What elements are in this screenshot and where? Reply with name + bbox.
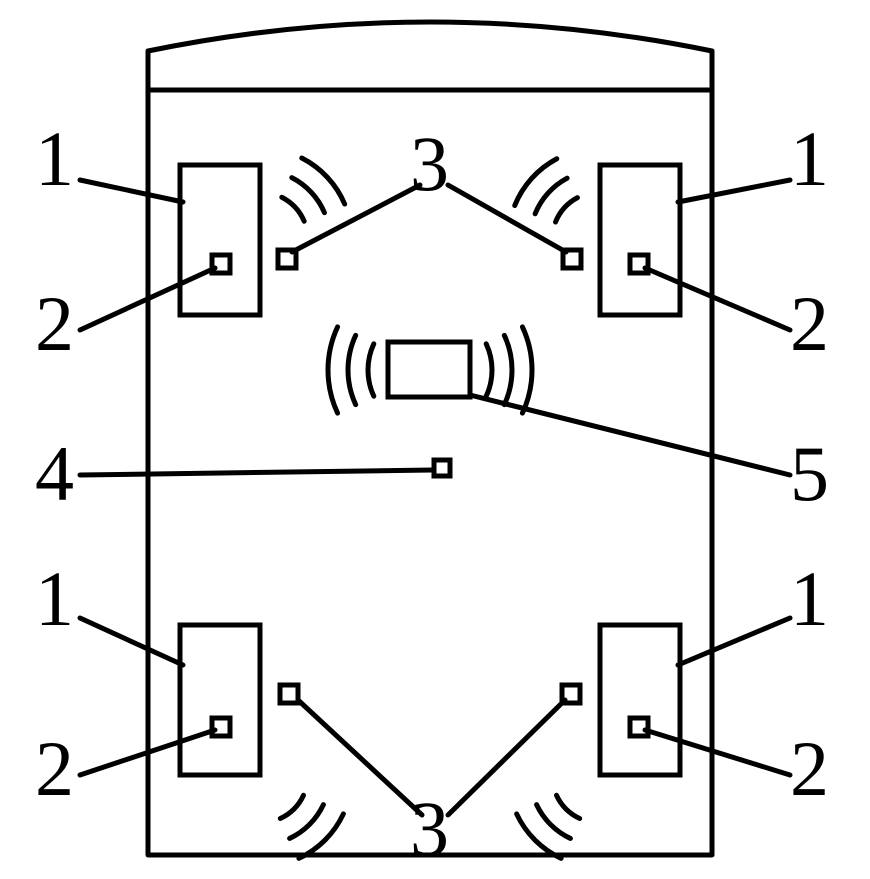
label-1-bot-left: 1: [35, 560, 74, 638]
label-5: 5: [790, 435, 829, 513]
label-1-top-right: 1: [790, 120, 829, 198]
label-3-top: 3: [410, 125, 449, 203]
label-3-bottom: 3: [410, 790, 449, 868]
label-2-bot-right: 2: [790, 730, 829, 808]
label-2-top-left: 2: [35, 285, 74, 363]
label-2-bot-left: 2: [35, 730, 74, 808]
diagram-canvas: 1 1 2 2 3 1 1 2 2 3 4 5: [0, 0, 870, 879]
label-1-top-left: 1: [35, 120, 74, 198]
label-2-top-right: 2: [790, 285, 829, 363]
label-1-bot-right: 1: [790, 560, 829, 638]
label-4: 4: [35, 435, 74, 513]
